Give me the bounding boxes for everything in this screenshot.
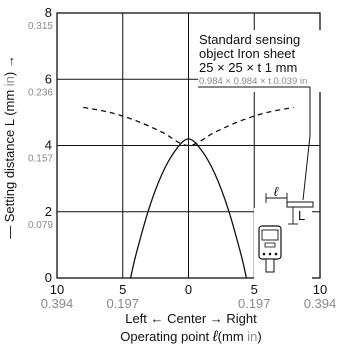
annotation-line2: object Iron sheet (199, 46, 296, 61)
sensor-setup-diagram: ℓ L (254, 184, 314, 283)
y-tick-label-in: 0.079 (28, 220, 53, 231)
y-tick-label-mm: 2 (45, 204, 52, 219)
y-tick-label-in: 0.236 (28, 87, 53, 98)
x-tick-label-in: 0.197 (238, 296, 271, 311)
y-tick-label-mm: 0 (45, 270, 52, 285)
sensor-cable-icon (265, 258, 275, 273)
y-tick-labels: 0 20.079 40.157 60.236 80.315 (28, 5, 53, 285)
annotation-line3: 25 × 25 × t 1 mm (199, 60, 297, 75)
x-tick-label-mm: 5 (119, 282, 126, 297)
standard-object-annotation: Standard sensing object Iron sheet 25 × … (198, 30, 322, 201)
l-dimension-label: ℓ (274, 184, 279, 199)
series-line-solid (130, 138, 247, 279)
y-tick-label-mm: 6 (45, 71, 52, 86)
annotation-leader-line (302, 87, 311, 201)
L-dimension-label: L (298, 208, 305, 223)
annotation-line1: Standard sensing (199, 32, 300, 47)
x-tick-label-in: 0.394 (304, 296, 337, 311)
series-line-dashed (83, 106, 294, 147)
y-tick-label-in: 0.157 (28, 154, 53, 165)
x-axis-title: Operating point ℓ(mm in) (120, 328, 261, 345)
x-tick-label-in: 0.394 (41, 296, 74, 311)
annotation-line4: 0.984 × 0.984 × t 0.039 in (199, 76, 307, 87)
series-layer (83, 106, 294, 279)
plot-frame (56, 12, 321, 279)
y-tick-label-in: 0.315 (28, 21, 53, 32)
y-axis-title: — Setting distance L (mm in) → (2, 55, 17, 239)
y-tick-label-mm: 4 (45, 138, 52, 153)
x-tick-label-mm: 5 (251, 282, 258, 297)
x-tick-label-mm: 0 (185, 282, 192, 297)
y-tick-label-mm: 8 (45, 5, 52, 20)
x-tick-label-in: 0.197 (106, 296, 139, 311)
iron-sheet-target (286, 201, 314, 208)
x-axis-direction-label: Left ← Center → Right (125, 311, 257, 326)
x-tick-label-mm: 10 (313, 282, 327, 297)
x-tick-label-mm: 10 (50, 282, 64, 297)
